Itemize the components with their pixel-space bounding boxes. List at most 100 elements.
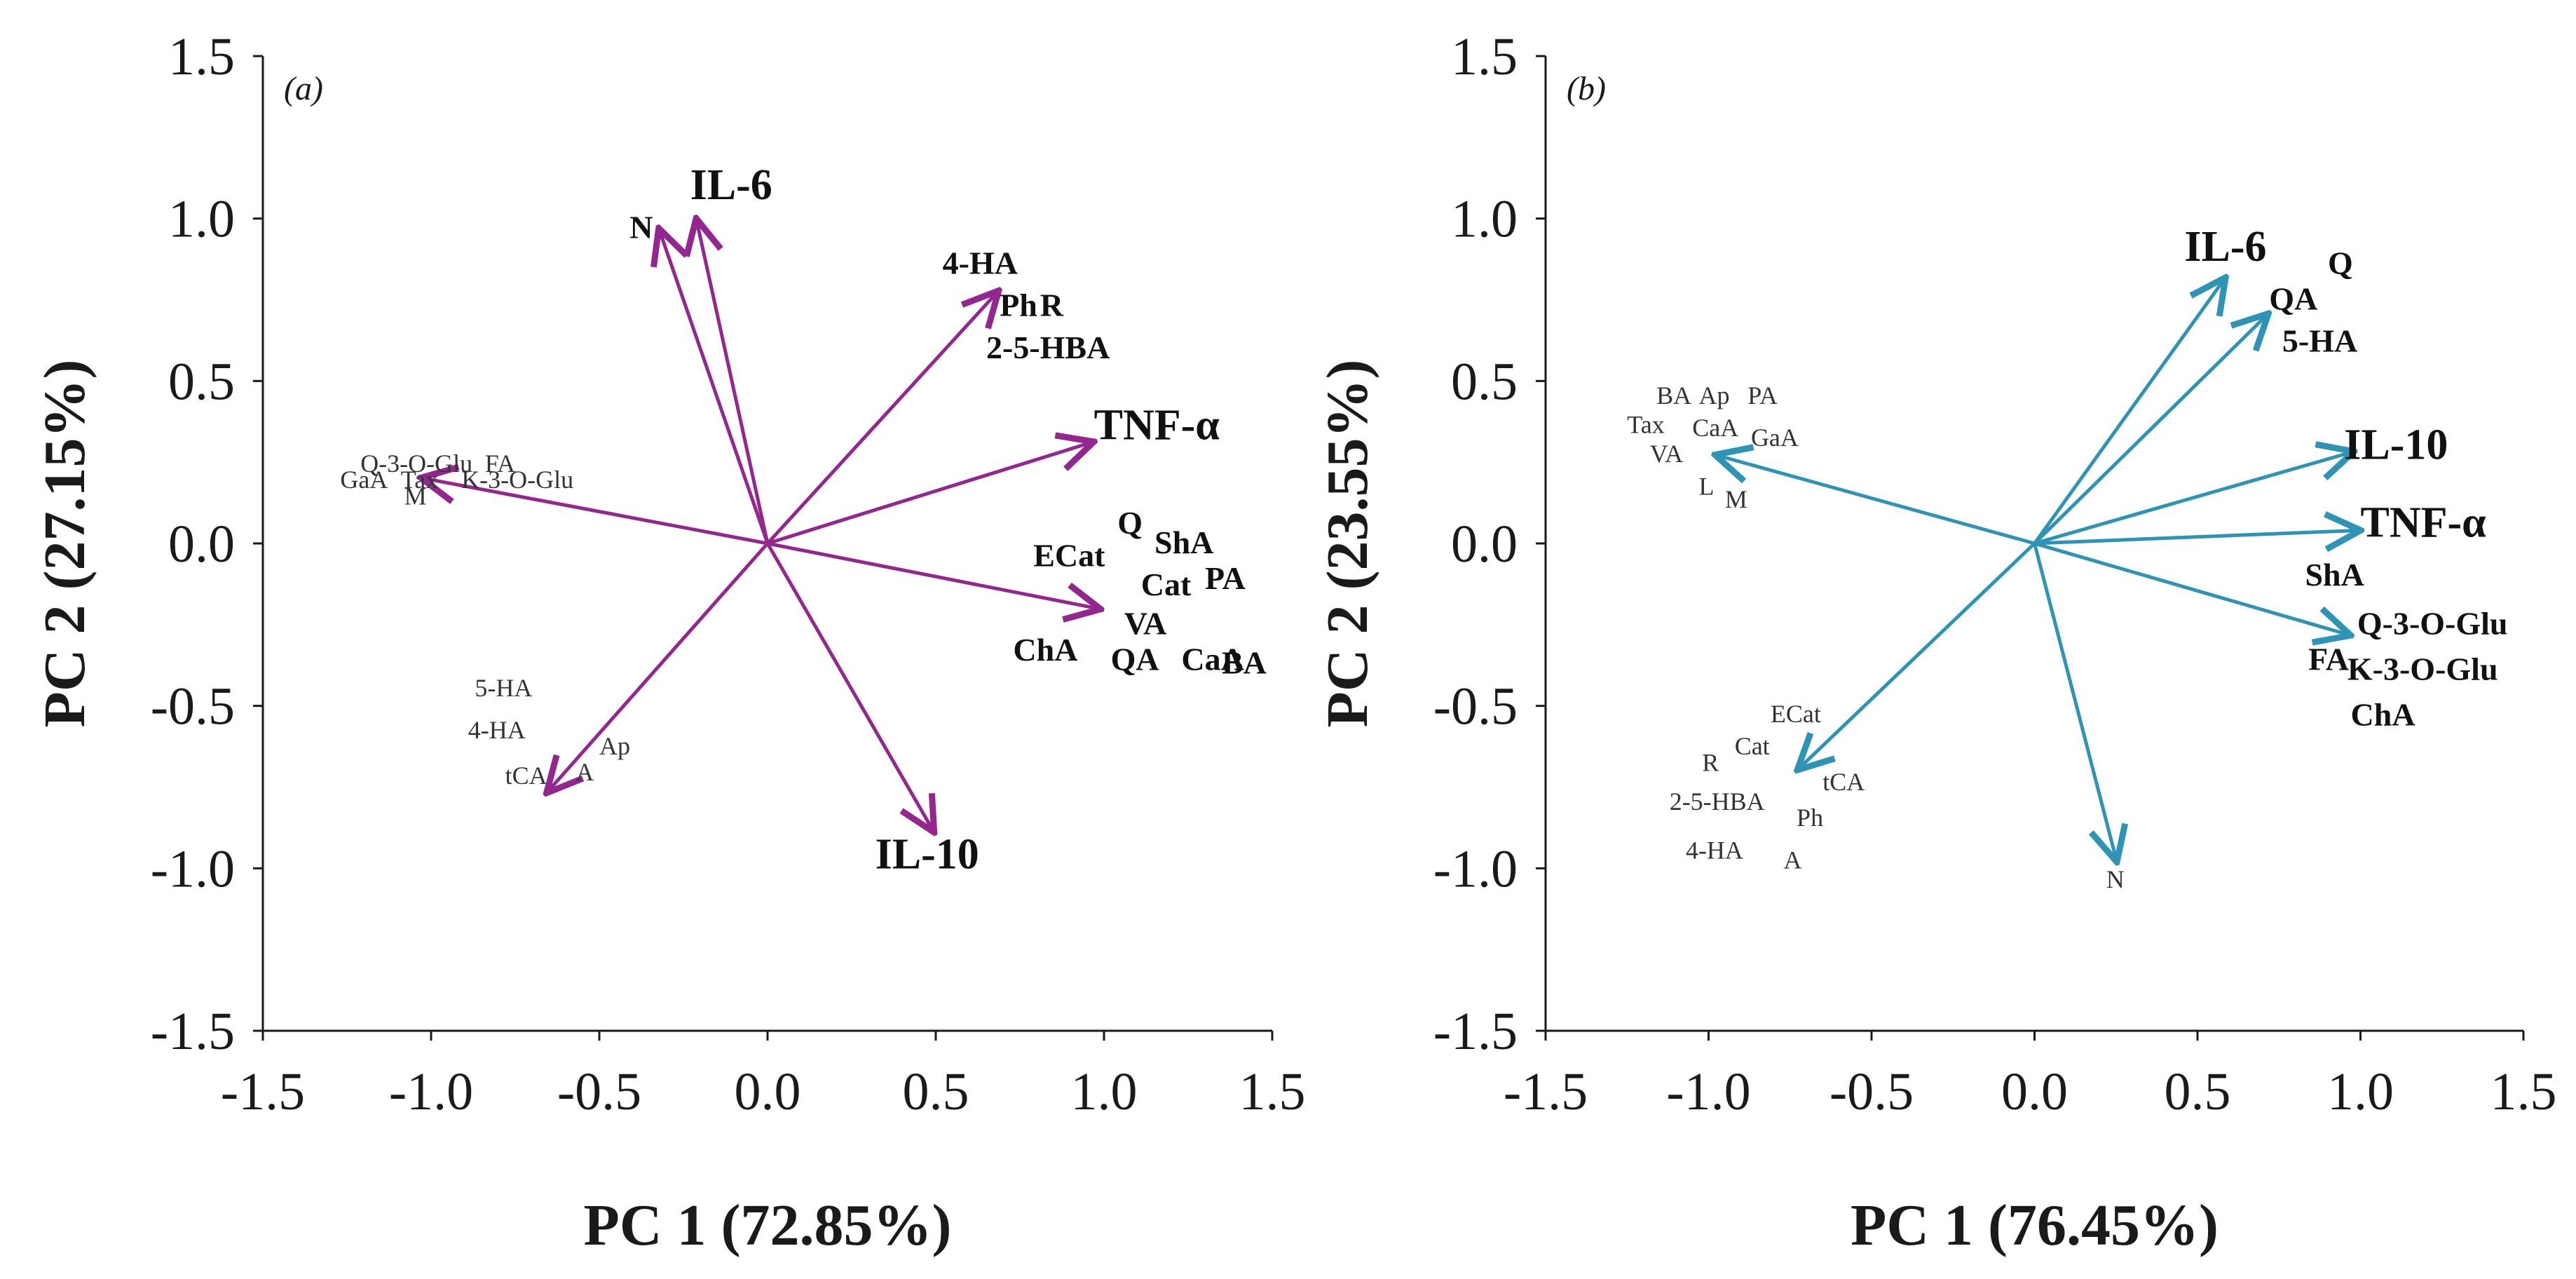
variable-label-pa: PA xyxy=(1747,381,1778,410)
variable-label-4-ha: 4-HA xyxy=(1686,836,1743,864)
y-tick-label: -1.0 xyxy=(1433,839,1518,898)
variable-label-5-ha: 5-HA xyxy=(475,674,532,702)
x-tick-label: 1.0 xyxy=(2327,1062,2394,1121)
loading-vector-n xyxy=(660,231,770,546)
variable-label-cat: Cat xyxy=(1735,732,1770,760)
variable-label-ecat: ECat xyxy=(1771,700,1821,728)
x-tick-label: -0.5 xyxy=(557,1062,641,1121)
variable-label-fa: FA xyxy=(485,449,515,478)
y-tick-label: 1.0 xyxy=(1451,190,1518,249)
x-tick-label: 0.5 xyxy=(2165,1062,2231,1121)
x-tick-label: -1.0 xyxy=(1666,1062,1750,1121)
variable-label-q: Q xyxy=(2328,245,2353,280)
y-tick-label: -0.5 xyxy=(151,677,235,736)
x-tick-label: -1.5 xyxy=(221,1062,305,1121)
variable-label-sha: ShA xyxy=(1154,525,1213,560)
y-tick-label: 0.0 xyxy=(168,515,235,574)
variable-label-qa: QA xyxy=(2269,280,2317,316)
x-tick-label: 1.0 xyxy=(1071,1062,1138,1121)
variable-label-sha: ShA xyxy=(2305,557,2364,593)
variable-label-r: R xyxy=(1040,287,1064,323)
loading-vector-cluster-e xyxy=(765,541,1097,609)
y-tick-label: 1.5 xyxy=(168,27,235,86)
loading-vector-cluster-w xyxy=(424,478,770,546)
variable-label-r: R xyxy=(1702,748,1719,776)
y-axis-title: PC 2 (27.15%) xyxy=(32,360,97,728)
variable-label-cha: ChA xyxy=(2351,696,2415,732)
loading-vector-il-10 xyxy=(2033,452,2351,546)
variable-label-m: M xyxy=(404,482,427,510)
y-tick-label: -1.0 xyxy=(151,839,235,898)
variable-label-4-ha: 4-HA xyxy=(943,245,1018,280)
variable-label-ap: Ap xyxy=(599,732,630,760)
variable-label-il-6: IL-6 xyxy=(2184,223,2266,271)
variable-label-caa: CaA xyxy=(1181,642,1243,677)
variable-label-pa: PA xyxy=(1205,560,1246,596)
y-tick-label: -1.5 xyxy=(151,1002,235,1061)
variable-label-a: A xyxy=(575,758,594,786)
variable-label-tax: Tax xyxy=(1627,410,1664,438)
y-tick-label: -1.5 xyxy=(1433,1002,1518,1061)
loading-vector-cluster-ne xyxy=(2033,316,2266,546)
y-axis-title: PC 2 (23.55%) xyxy=(1315,360,1380,728)
variable-label-tnf: TNF-α xyxy=(1094,402,1220,449)
loading-vector-il-10 xyxy=(765,541,932,830)
variable-label-caa: CaA xyxy=(1692,414,1738,442)
loading-vector-tnf xyxy=(765,442,1091,546)
loading-vector-cluster-e xyxy=(2033,541,2347,635)
y-tick-label: -0.5 xyxy=(1433,677,1518,736)
variable-label-ba: BA xyxy=(1222,644,1267,680)
variable-label-m: M xyxy=(1725,485,1747,513)
variable-label-q-3-o-glu: Q-3-O-Glu xyxy=(360,449,472,478)
variable-label-n: N xyxy=(629,209,653,245)
variable-label-ap: Ap xyxy=(1699,381,1730,410)
biplot-panel-a: 1.5 1.0 0.5 0.0 -0.5 -1.0 -1.5-1.5 -1.0 -0.5 0.0 0… xyxy=(32,27,1306,1258)
variable-label-il-10: IL-10 xyxy=(875,830,979,878)
loading-vector-cluster-ne xyxy=(765,293,996,546)
variable-label-ph: Ph xyxy=(1797,804,1823,832)
x-tick-label: 0.0 xyxy=(2001,1062,2068,1121)
loading-vector-il-6 xyxy=(697,222,770,546)
x-axis-title: PC 1 (76.45%) xyxy=(1851,1193,2219,1258)
loading-vector-n xyxy=(2033,541,2116,858)
variable-label-tax: Tax xyxy=(401,466,438,494)
variable-label-tca: tCA xyxy=(505,762,547,790)
variable-label-tnf: TNF-α xyxy=(2361,499,2486,547)
variable-label-l: L xyxy=(1699,473,1715,501)
y-tick-label: 0.5 xyxy=(168,352,235,411)
panel-tag: (b) xyxy=(1567,70,1606,107)
variable-label-q: Q xyxy=(1117,505,1143,541)
variable-label-tca: tCA xyxy=(1822,768,1865,796)
variable-label-il-6: IL-6 xyxy=(690,161,772,209)
variable-label-va: VA xyxy=(1650,440,1683,468)
loading-vector-il-6 xyxy=(2033,280,2224,546)
variable-label-fa: FA xyxy=(2308,642,2349,677)
variable-label-2-5-hba: 2-5-HBA xyxy=(1670,787,1765,816)
y-tick-label: 0.5 xyxy=(1451,352,1518,411)
biplot-panel-b: 1.5 1.0 0.5 0.0 -0.5 -1.0 -1.5-1.5 -1.0 -0.5 0.0 0… xyxy=(1315,27,2557,1258)
panel-tag: (a) xyxy=(284,70,323,107)
loading-vector-cluster-sw xyxy=(1800,541,2036,768)
y-tick-label: 0.0 xyxy=(1451,515,1518,574)
x-tick-label: 1.5 xyxy=(1239,1062,1306,1121)
variable-label-cat: Cat xyxy=(1141,567,1192,602)
y-tick-label: 1.5 xyxy=(1451,27,1518,86)
variable-label-k-3-o-glu: K-3-O-Glu xyxy=(2347,651,2498,687)
loading-vector-tnf xyxy=(2033,530,2357,543)
variable-label-5-ha: 5-HA xyxy=(2282,323,2357,359)
x-tick-label: 0.5 xyxy=(903,1062,969,1121)
x-axis-title: PC 1 (72.85%) xyxy=(584,1193,952,1258)
variable-label-ph: Ph xyxy=(1000,287,1037,323)
variable-label-a: A xyxy=(1783,846,1801,874)
variable-label-2-5-hba: 2-5-HBA xyxy=(986,330,1110,365)
variable-label-il-10: IL-10 xyxy=(2344,421,2448,469)
x-tick-label: 1.5 xyxy=(2490,1062,2557,1121)
variable-label-gaa: GaA xyxy=(340,466,388,494)
variable-label-gaa: GaA xyxy=(1751,424,1799,452)
x-tick-label: -1.5 xyxy=(1504,1062,1588,1121)
variable-label-q-3-o-glu: Q-3-O-Glu xyxy=(2357,606,2508,642)
x-tick-label: -0.5 xyxy=(1829,1062,1914,1121)
variable-label-ecat: ECat xyxy=(1033,537,1105,573)
x-tick-label: -1.0 xyxy=(389,1062,473,1121)
